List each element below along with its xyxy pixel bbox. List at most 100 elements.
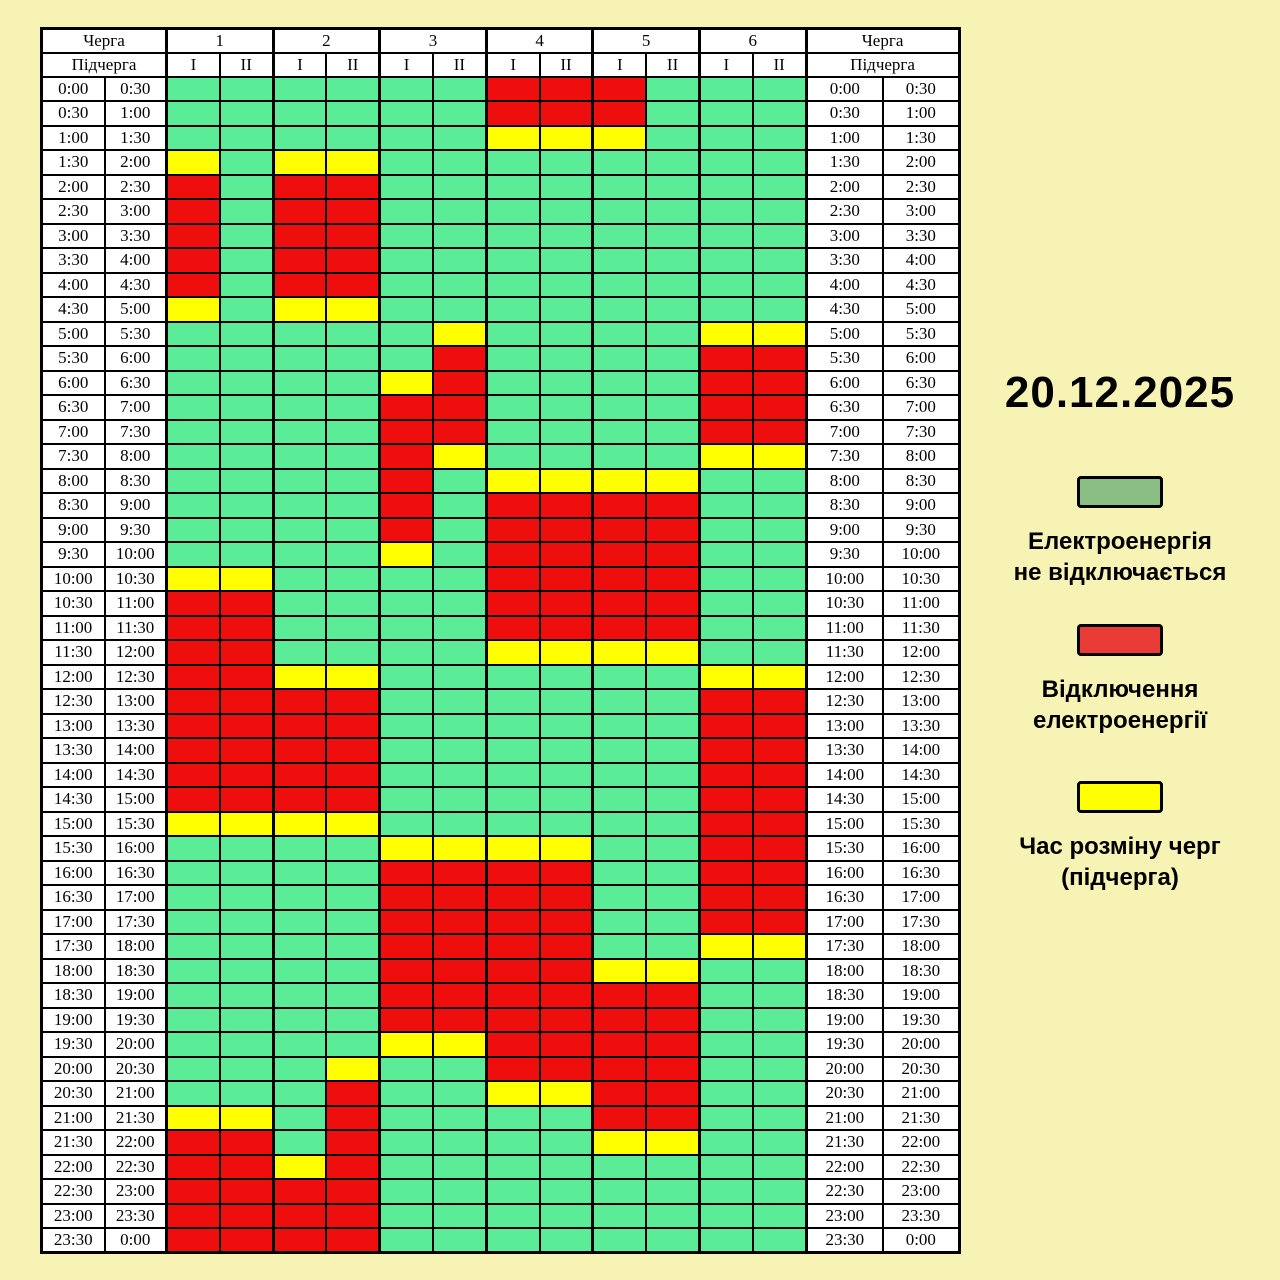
schedule-cell-5-I-10:30: [591, 590, 648, 617]
time-end-right: 18:30: [882, 957, 961, 984]
schedule-cell-3-II-16:00: [431, 859, 488, 886]
queue-number-3: 3: [378, 27, 488, 54]
time-start-left: 22:00: [40, 1153, 106, 1180]
schedule-cell-1-II-20:30: [218, 1080, 275, 1107]
schedule-cell-4-II-18:00: [538, 957, 594, 984]
schedule-cell-5-I-22:00: [591, 1153, 648, 1180]
schedule-cell-1-II-6:30: [218, 394, 275, 421]
schedule-cell-4-I-21:30: [484, 1129, 541, 1156]
schedule-cell-4-I-13:30: [484, 737, 541, 764]
time-end-left: 5:00: [103, 296, 168, 323]
schedule-cell-1-I-11:00: [164, 614, 221, 641]
schedule-cell-1-I-9:00: [164, 516, 221, 543]
schedule-cell-4-II-18:30: [538, 982, 594, 1009]
schedule-cell-6-I-1:30: [697, 149, 754, 176]
schedule-cell-2-I-17:00: [271, 908, 328, 935]
schedule-cell-5-I-18:30: [591, 982, 648, 1009]
schedule-cell-5-I-10:00: [591, 565, 648, 592]
time-start-left: 1:00: [40, 124, 106, 151]
schedule-cell-3-II-6:00: [431, 369, 488, 396]
schedule-cell-6-I-12:30: [697, 688, 754, 715]
time-end-left: 7:30: [103, 418, 168, 445]
schedule-cell-5-II-23:30: [645, 1227, 701, 1254]
schedule-row: 19:30 20:00 19:30 20:00: [40, 1031, 961, 1058]
time-start-left: 1:30: [40, 149, 106, 176]
schedule-cell-2-I-20:30: [271, 1080, 328, 1107]
schedule-cell-6-II-10:00: [751, 565, 808, 592]
schedule-cell-1-I-6:30: [164, 394, 221, 421]
schedule-cell-2-II-11:00: [325, 614, 381, 641]
schedule-cell-1-II-23:00: [218, 1202, 275, 1229]
schedule-cell-6-I-22:30: [697, 1178, 754, 1205]
schedule-cell-3-II-10:00: [431, 565, 488, 592]
schedule-cell-3-I-16:00: [378, 859, 434, 886]
schedule-cell-3-I-9:00: [378, 516, 434, 543]
time-start-left: 12:30: [40, 688, 106, 715]
time-end-right: 13:30: [882, 712, 961, 739]
schedule-cell-2-II-0:30: [325, 100, 381, 127]
schedule-cell-5-I-16:30: [591, 884, 648, 911]
schedule-cell-6-II-3:00: [751, 222, 808, 249]
schedule-row: 18:30 19:00 18:30 19:00: [40, 982, 961, 1009]
schedule-cell-2-II-3:30: [325, 247, 381, 274]
time-start-right: 23:00: [804, 1202, 885, 1229]
schedule-cell-3-II-19:00: [431, 1006, 488, 1033]
legend-label-queue-switch: Час розміну черг (підчерга): [1019, 832, 1221, 891]
time-start-left: 13:30: [40, 737, 106, 764]
time-end-left: 0:00: [103, 1227, 168, 1254]
schedule-cell-4-I-11:30: [484, 639, 541, 666]
schedule-cell-1-II-21:00: [218, 1104, 275, 1131]
time-start-right: 15:00: [804, 810, 885, 837]
time-start-left: 22:30: [40, 1178, 106, 1205]
schedule-cell-6-II-21:30: [751, 1129, 808, 1156]
schedule-cell-6-I-10:00: [697, 565, 754, 592]
schedule-cell-3-I-4:00: [378, 271, 434, 298]
side-panel: 20.12.2025 Електроенергія не відключаєть…: [972, 0, 1268, 893]
schedule-row: 2:00 2:30 2:00 2:30: [40, 173, 961, 200]
schedule-cell-1-II-17:30: [218, 933, 275, 960]
schedule-cell-2-I-0:00: [271, 75, 328, 102]
schedule-cell-4-II-11:30: [538, 639, 594, 666]
time-end-right: 12:00: [882, 639, 961, 666]
time-end-left: 21:00: [103, 1080, 168, 1107]
schedule-cell-4-II-10:00: [538, 565, 594, 592]
time-start-left: 23:30: [40, 1227, 106, 1254]
schedule-row: 14:30 15:00 14:30 15:00: [40, 786, 961, 813]
schedule-cell-1-II-12:30: [218, 688, 275, 715]
schedule-cell-2-II-5:30: [325, 345, 381, 372]
schedule-cell-5-II-13:30: [645, 737, 701, 764]
schedule-cell-2-I-11:00: [271, 614, 328, 641]
schedule-cell-4-I-15:00: [484, 810, 541, 837]
schedule-cell-4-II-19:30: [538, 1031, 594, 1058]
time-start-right: 4:30: [804, 296, 885, 323]
schedule-cell-1-I-8:30: [164, 492, 221, 519]
schedule-row: 8:00 8:30 8:00 8:30: [40, 467, 961, 494]
time-start-right: 10:00: [804, 565, 885, 592]
schedule-row: 12:30 13:00 12:30 13:00: [40, 688, 961, 715]
time-start-left: 3:00: [40, 222, 106, 249]
time-end-right: 17:00: [882, 884, 961, 911]
schedule-row: 20:00 20:30 20:00 20:30: [40, 1055, 961, 1082]
schedule-cell-5-I-20:30: [591, 1080, 648, 1107]
time-end-left: 10:00: [103, 541, 168, 568]
schedule-cell-5-II-5:30: [645, 345, 701, 372]
schedule-cell-1-I-18:00: [164, 957, 221, 984]
schedule-cell-4-I-0:00: [484, 75, 541, 102]
schedule-row: 1:00 1:30 1:00 1:30: [40, 124, 961, 151]
schedule-cell-1-II-17:00: [218, 908, 275, 935]
schedule-cell-5-I-14:30: [591, 786, 648, 813]
time-end-right: 10:30: [882, 565, 961, 592]
schedule-cell-4-II-7:00: [538, 418, 594, 445]
schedule-cell-6-I-0:30: [697, 100, 754, 127]
schedule-cell-2-II-4:30: [325, 296, 381, 323]
schedule-cell-5-II-6:00: [645, 369, 701, 396]
schedule-cell-2-II-19:00: [325, 1006, 381, 1033]
schedule-cell-1-II-4:30: [218, 296, 275, 323]
schedule-row: 5:00 5:30 5:00 5:30: [40, 320, 961, 347]
schedule-cell-4-II-23:30: [538, 1227, 594, 1254]
time-start-right: 0:00: [804, 75, 885, 102]
schedule-cell-3-I-5:30: [378, 345, 434, 372]
schedule-cell-6-I-0:00: [697, 75, 754, 102]
schedule-cell-5-II-21:00: [645, 1104, 701, 1131]
schedule-cell-5-II-9:00: [645, 516, 701, 543]
